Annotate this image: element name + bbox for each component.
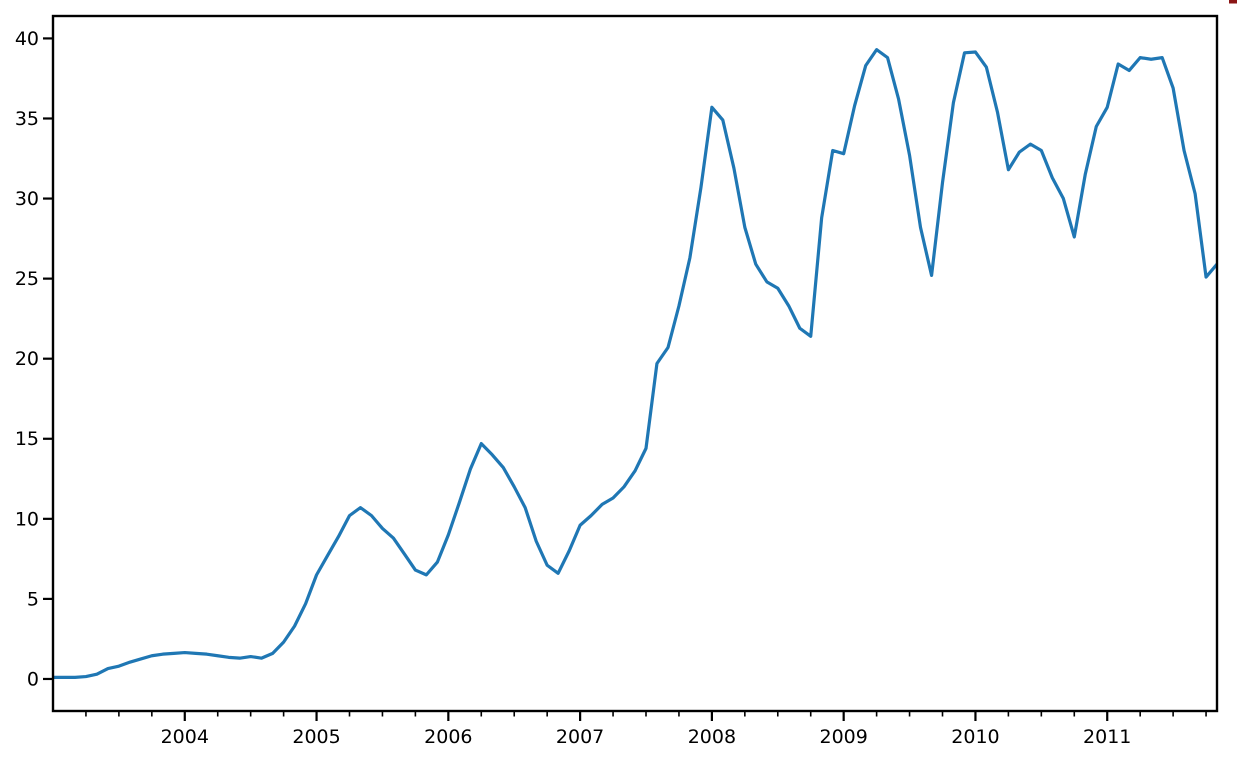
x-axis: 2004 2005 2006 2007 2008 2009 2010 2011 xyxy=(85,711,1207,748)
y-tick-label: 0 xyxy=(27,668,39,690)
y-tick-label: 15 xyxy=(15,428,39,450)
x-tick-label: 2009 xyxy=(819,726,867,748)
data-line xyxy=(53,48,1217,679)
x-tick-label: 2005 xyxy=(292,726,340,748)
y-tick-label: 30 xyxy=(15,188,39,210)
y-tick-label: 20 xyxy=(15,348,39,370)
x-tick-label: 2004 xyxy=(161,726,209,748)
plot-border xyxy=(51,14,1219,713)
y-tick-label: 35 xyxy=(15,108,39,130)
y-tick-label: 10 xyxy=(15,508,39,530)
y-tick-label: 25 xyxy=(15,268,39,290)
x-tick-label: 2011 xyxy=(1083,726,1131,748)
x-tick-label: 2008 xyxy=(688,726,736,748)
x-tick-label: 2006 xyxy=(424,726,472,748)
corner-artifact xyxy=(1229,0,1237,4)
x-tick-label: 2010 xyxy=(951,726,999,748)
y-tick-label: 5 xyxy=(27,588,39,610)
x-tick-label: 2007 xyxy=(556,726,604,748)
y-axis: 0 5 10 15 20 25 30 35 40 xyxy=(15,28,53,690)
y-tick-label: 40 xyxy=(15,28,39,50)
